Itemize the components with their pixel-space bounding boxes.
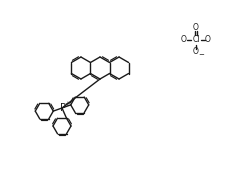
Text: O: O xyxy=(181,36,187,45)
Text: P: P xyxy=(60,103,66,113)
Text: O: O xyxy=(193,48,199,56)
Text: O: O xyxy=(193,24,199,33)
Text: O: O xyxy=(205,36,211,45)
Text: Cl: Cl xyxy=(192,36,200,45)
Text: −: − xyxy=(198,52,204,58)
Text: +: + xyxy=(65,100,70,106)
